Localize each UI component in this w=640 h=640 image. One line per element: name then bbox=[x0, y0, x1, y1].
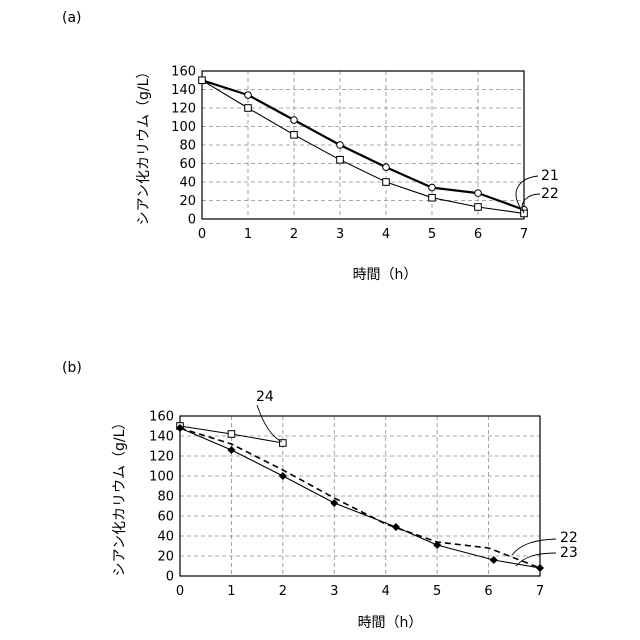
chart-b-series-23-point bbox=[228, 446, 235, 453]
chart-a-series-21-point bbox=[337, 142, 344, 149]
chart-a-series-22-point bbox=[291, 132, 298, 139]
chart-a: (a) 0 20 40 60 80 100 120 140 160 0 1 2 3 4 5 6 7 シアン化カ… bbox=[62, 10, 559, 283]
chart-b-series-23-point bbox=[331, 499, 338, 506]
chart-b-x-tick-label: 1 bbox=[227, 584, 235, 599]
chart-b-y-tick-label: 40 bbox=[157, 530, 174, 545]
chart-b-series-23-point bbox=[536, 564, 543, 571]
chart-a-series-21-point bbox=[475, 190, 482, 197]
chart-a-x-tick-label: 3 bbox=[336, 227, 344, 242]
chart-a-x-tick-label: 5 bbox=[428, 227, 436, 242]
chart-a-series-22-point bbox=[429, 194, 436, 201]
chart-a-x-axis-label: 時間（h） bbox=[353, 267, 418, 283]
chart-a-y-tick-label: 100 bbox=[171, 120, 196, 135]
chart-b-y-tick-label: 0 bbox=[166, 570, 174, 585]
chart-a-y-tick-label: 80 bbox=[179, 139, 196, 154]
chart-a-series-21-point bbox=[291, 117, 298, 124]
chart-a-series-22-point bbox=[337, 157, 344, 164]
chart-a-y-tick-label: 160 bbox=[171, 65, 196, 80]
chart-a-x-ticks: 0 1 2 3 4 5 6 7 bbox=[198, 227, 528, 242]
chart-a-x-tick-label: 1 bbox=[244, 227, 252, 242]
chart-b-y-tick-label: 20 bbox=[157, 550, 174, 565]
chart-a-x-tick-label: 7 bbox=[520, 227, 528, 242]
chart-a-series-21-point bbox=[245, 92, 252, 99]
chart-b-y-tick-label: 120 bbox=[149, 450, 174, 465]
chart-b-leader-24 bbox=[257, 405, 282, 442]
chart-a-series-22-point bbox=[245, 105, 252, 112]
chart-a-series-21-point bbox=[383, 164, 390, 171]
chart-b-x-tick-label: 4 bbox=[382, 584, 390, 599]
chart-b-y-tick-label: 60 bbox=[157, 510, 174, 525]
chart-a-x-tick-label: 2 bbox=[290, 227, 298, 242]
chart-b-callout-23: 23 bbox=[560, 545, 578, 561]
chart-b-grid bbox=[180, 416, 540, 576]
chart-a-y-tick-label: 140 bbox=[171, 83, 196, 98]
chart-a-series bbox=[199, 77, 528, 217]
chart-b-y-ticks: 0 20 40 60 80 100 120 140 160 bbox=[149, 410, 174, 585]
chart-a-series-21-point bbox=[429, 184, 436, 191]
chart-b-y-tick-label: 80 bbox=[157, 490, 174, 505]
chart-b-y-axis-label: シアン化カリウム（g/L） bbox=[112, 416, 128, 577]
chart-b-series-23-point bbox=[392, 523, 399, 530]
chart-b-x-tick-label: 5 bbox=[433, 584, 441, 599]
chart-a-series-22-point bbox=[475, 204, 482, 211]
chart-b-series-24-point bbox=[228, 431, 235, 438]
chart-a-x-tick-label: 4 bbox=[382, 227, 390, 242]
chart-a-y-tick-label: 120 bbox=[171, 102, 196, 117]
chart-b-leader-22 bbox=[512, 539, 556, 555]
chart-b-y-tick-label: 160 bbox=[149, 410, 174, 425]
chart-b-x-tick-label: 7 bbox=[536, 584, 544, 599]
chart-a-y-tick-label: 60 bbox=[179, 157, 196, 172]
chart-a-callout-22: 22 bbox=[541, 186, 559, 202]
chart-b: (b) 020406080100120140160 01234567 シアン化カ… bbox=[62, 360, 578, 631]
chart-a-x-tick-label: 0 bbox=[198, 227, 206, 242]
chart-a-series-22-point bbox=[383, 179, 390, 186]
chart-a-y-tick-label: 20 bbox=[179, 194, 196, 209]
chart-b-series-23-point bbox=[490, 556, 497, 563]
chart-b-callout-22: 22 bbox=[560, 530, 578, 546]
chart-b-x-tick-label: 6 bbox=[484, 584, 492, 599]
chart-b-x-ticks: 0 1 2 3 4 5 6 7 bbox=[176, 584, 544, 599]
chart-b-panel-label: (b) bbox=[62, 360, 82, 376]
chart-b-callout-24: 24 bbox=[256, 389, 274, 405]
chart-b-series-23-point bbox=[279, 472, 286, 479]
chart-a-x-tick-label: 6 bbox=[474, 227, 482, 242]
chart-a-series-22-point bbox=[199, 77, 206, 84]
chart-b-series-24-point bbox=[280, 440, 287, 447]
chart-a-y-axis-label: シアン化カリウム（g/L） bbox=[136, 65, 152, 226]
chart-b-plot-frame bbox=[180, 416, 540, 576]
chart-b-y-tick-label: 140 bbox=[149, 430, 174, 445]
chart-b-leader-23 bbox=[516, 553, 556, 566]
chart-a-series-22-point bbox=[521, 210, 528, 217]
chart-b-x-tick-label: 0 bbox=[176, 584, 184, 599]
chart-a-callout-21: 21 bbox=[541, 168, 559, 184]
chart-a-panel-label: (a) bbox=[62, 10, 82, 26]
chart-b-x-axis-label: 時間（h） bbox=[358, 615, 423, 631]
chart-b-y-tick-label: 100 bbox=[149, 470, 174, 485]
chart-a-y-tick-label: 0 bbox=[188, 213, 196, 228]
chart-b-x-tick-label: 3 bbox=[330, 584, 338, 599]
chart-a-leader-21 bbox=[516, 176, 538, 207]
chart-b-x-tick-label: 2 bbox=[279, 584, 287, 599]
chart-a-y-tick-label: 40 bbox=[179, 176, 196, 191]
chart-a-y-ticks: 0 20 40 60 80 100 120 140 160 bbox=[171, 65, 196, 228]
